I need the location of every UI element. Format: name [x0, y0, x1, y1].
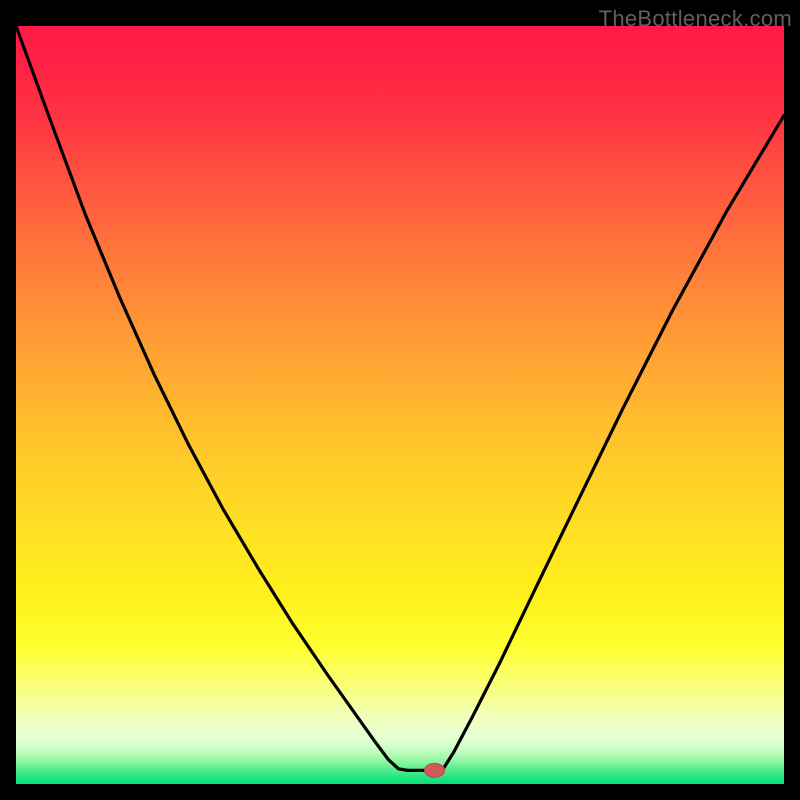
- chart-svg: [16, 26, 784, 784]
- plot-frame: [16, 26, 784, 784]
- optimal-point-marker: [425, 763, 445, 777]
- watermark-text: TheBottleneck.com: [599, 6, 792, 32]
- gradient-background: [16, 26, 784, 784]
